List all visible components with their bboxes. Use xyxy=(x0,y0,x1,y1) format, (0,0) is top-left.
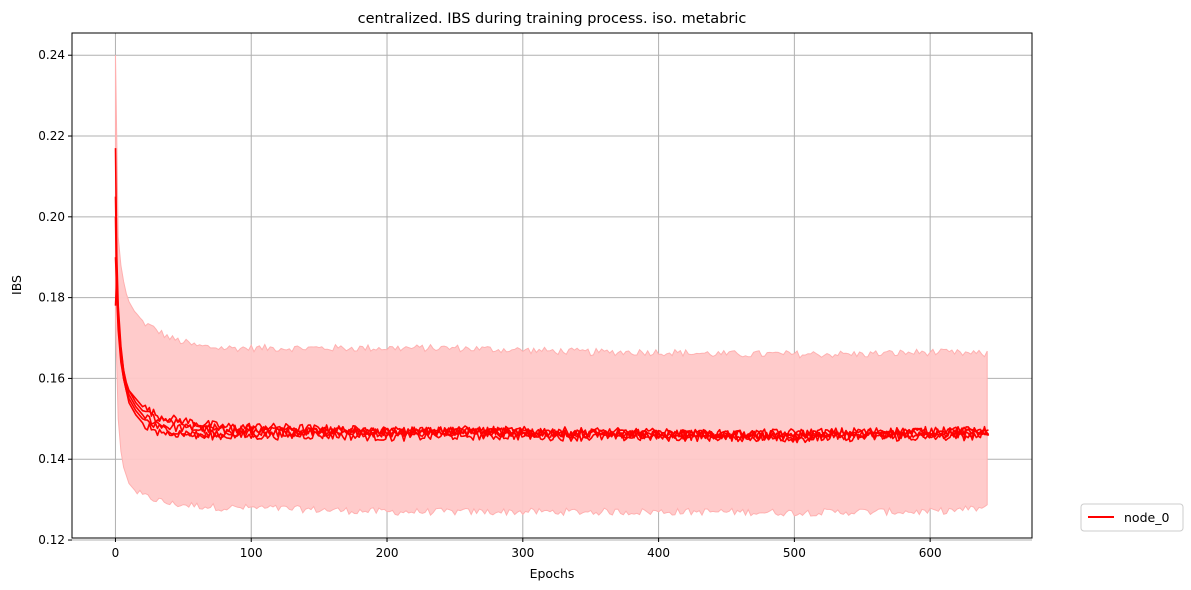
y-tick-label: 0.18 xyxy=(38,291,65,305)
y-tick-label: 0.20 xyxy=(38,210,65,224)
y-tick-label: 0.22 xyxy=(38,129,65,143)
legend-label-node-0: node_0 xyxy=(1124,510,1169,525)
x-tick-label: 0 xyxy=(112,546,120,560)
y-tick-label: 0.14 xyxy=(38,452,65,466)
x-tick-label: 500 xyxy=(783,546,806,560)
confidence-band xyxy=(115,55,988,517)
y-axis-ticks: 0.12 0.14 0.16 0.18 0.20 0.22 0.24 xyxy=(38,48,72,547)
plot-frame xyxy=(71,32,1033,539)
x-tick-label: 400 xyxy=(647,546,670,560)
y-axis-label: IBS xyxy=(9,275,24,295)
legend-box xyxy=(1080,503,1184,532)
series-line-node-0-run-5 xyxy=(114,196,989,441)
legend: node_0 xyxy=(1080,503,1184,532)
y-tick-label: 0.24 xyxy=(38,48,65,62)
x-axis-ticks: 0 100 200 300 400 500 600 xyxy=(112,538,942,560)
chart-title: centralized. IBS during training process… xyxy=(358,11,747,27)
x-tick-label: 200 xyxy=(376,546,399,560)
y-tick-label: 0.16 xyxy=(38,371,65,385)
band-layer xyxy=(115,55,988,517)
series-lines xyxy=(114,148,990,444)
x-tick-label: 600 xyxy=(919,546,942,560)
y-tick-label: 0.12 xyxy=(38,533,65,547)
x-axis-label: Epochs xyxy=(530,566,575,581)
x-tick-label: 100 xyxy=(240,546,263,560)
x-tick-label: 300 xyxy=(511,546,534,560)
